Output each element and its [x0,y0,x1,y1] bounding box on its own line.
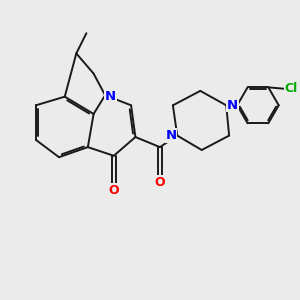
Text: O: O [154,176,165,189]
Text: Cl: Cl [285,82,298,95]
Text: N: N [105,90,116,103]
Text: N: N [165,129,176,142]
Text: N: N [227,99,238,112]
Text: O: O [109,184,119,197]
